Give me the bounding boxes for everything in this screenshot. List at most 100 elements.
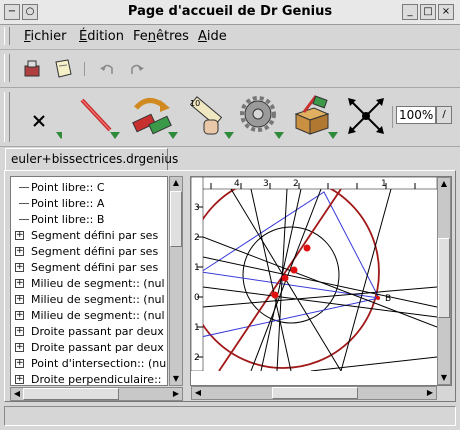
- box-tool-icon: [294, 95, 338, 139]
- scroll-down-icon[interactable]: ▼: [172, 374, 180, 383]
- geometry-canvas[interactable]: 4 3 2 1 3 2 1 0 1 2: [191, 177, 437, 371]
- tree-item[interactable]: + Milieu de segment:: (nul: [15, 293, 165, 306]
- move-tool-button[interactable]: [344, 92, 384, 142]
- document-panel: [4, 170, 456, 402]
- menu-fenetres[interactable]: Fenêtres: [133, 29, 189, 44]
- circumcircle[interactable]: [191, 177, 380, 369]
- scroll-right-icon[interactable]: ▶: [172, 389, 180, 398]
- expander-icon[interactable]: +: [15, 230, 24, 240]
- close-button[interactable]: ×: [438, 4, 454, 20]
- point-label-b: B: [385, 294, 391, 304]
- geometry-point[interactable]: [303, 244, 311, 252]
- ruler-tick: 1: [381, 179, 387, 189]
- ruler-tick: 2: [293, 179, 299, 189]
- move-tool-icon: [348, 98, 384, 134]
- stamp-icon[interactable]: [22, 58, 44, 80]
- tree-item[interactable]: + Segment défini par ses: [15, 245, 159, 258]
- window-menu-button[interactable]: −: [4, 4, 20, 20]
- scroll-thumb[interactable]: [23, 388, 119, 400]
- tree-item[interactable]: + Milieu de segment:: (nul: [15, 309, 165, 322]
- scroll-right-icon[interactable]: ▶: [426, 388, 434, 397]
- scroll-up-icon[interactable]: ▲: [440, 179, 448, 188]
- measure-tool-icon: 10: [189, 96, 234, 139]
- expander-icon[interactable]: +: [15, 342, 24, 352]
- top-ruler: [191, 177, 437, 190]
- ruler-tick: 2: [194, 233, 200, 243]
- point-b-dot[interactable]: [376, 296, 380, 300]
- transform-tool-button[interactable]: [128, 92, 178, 142]
- note-icon[interactable]: [52, 58, 74, 80]
- zoom-dropdown-button[interactable]: /: [436, 106, 452, 124]
- tree-item[interactable]: + Segment défini par ses: [15, 229, 159, 242]
- tree-item[interactable]: Point libre:: C: [11, 180, 167, 196]
- expander-icon[interactable]: +: [15, 278, 24, 288]
- macro-tool-button[interactable]: [236, 92, 284, 142]
- ruler-tick: 1: [194, 263, 200, 273]
- expander-icon[interactable]: +: [15, 294, 24, 304]
- menu-edition[interactable]: Édition: [79, 29, 124, 44]
- scroll-left-icon[interactable]: ◀: [194, 388, 202, 397]
- line-tool-button[interactable]: [74, 92, 120, 142]
- window-shade-button[interactable]: ○: [22, 4, 38, 20]
- triangle-side[interactable]: [201, 297, 380, 338]
- geometry-point[interactable]: [281, 274, 289, 282]
- tree-item[interactable]: + Droite passant par deux: [15, 325, 164, 338]
- tree-item[interactable]: + Droite perpendiculaire::: [15, 373, 162, 386]
- geometry-point[interactable]: [271, 291, 279, 299]
- redo-icon[interactable]: [128, 60, 146, 78]
- euler-line[interactable]: [218, 189, 342, 371]
- triangle[interactable]: [201, 191, 380, 299]
- toolbar-handle[interactable]: [4, 54, 10, 82]
- zoom-input[interactable]: 100%: [396, 106, 436, 124]
- scroll-up-icon[interactable]: ▲: [172, 178, 180, 187]
- tree-item[interactable]: Point libre:: A: [11, 196, 167, 212]
- menubar-handle[interactable]: [4, 27, 10, 45]
- point-tool-button[interactable]: [22, 92, 66, 142]
- scroll-down-icon[interactable]: ▼: [440, 373, 448, 382]
- toolbar-separator: [392, 106, 393, 128]
- ruler-tick: 2: [194, 353, 200, 363]
- point-tool-icon: [33, 115, 66, 139]
- tree-vertical-scrollbar[interactable]: ▲ ▼: [169, 176, 183, 386]
- main-toolbar: [0, 50, 460, 88]
- ruler-tick: 1: [194, 323, 200, 333]
- expander-icon[interactable]: +: [15, 326, 24, 336]
- tools-toolbar: 10: [0, 88, 460, 147]
- ruler-tick: 3: [263, 179, 269, 189]
- undo-icon[interactable]: [98, 60, 116, 78]
- minimize-button[interactable]: _: [402, 4, 418, 20]
- tree-item[interactable]: + Milieu de segment:: (nul: [15, 277, 165, 290]
- geometry-point[interactable]: [290, 266, 298, 274]
- expander-icon[interactable]: +: [15, 310, 24, 320]
- expander-icon[interactable]: +: [15, 246, 24, 256]
- measure-tool-button[interactable]: 10: [184, 92, 234, 142]
- tree-item[interactable]: + Point d'intersection:: (nu: [15, 357, 167, 370]
- object-tree[interactable]: Point libre:: C Point libre:: A Point li…: [10, 176, 168, 386]
- tree-item[interactable]: Point libre:: B: [11, 212, 167, 228]
- tree-horizontal-scrollbar[interactable]: ◀ ▶: [10, 387, 183, 401]
- maximize-button[interactable]: □: [420, 4, 436, 20]
- menu-aide[interactable]: Aide: [198, 29, 227, 44]
- canvas-vertical-scrollbar[interactable]: ▲ ▼: [437, 177, 451, 385]
- macro-gear-icon: [240, 96, 284, 139]
- status-bar: [4, 406, 456, 426]
- scroll-thumb[interactable]: [438, 238, 450, 318]
- scroll-thumb[interactable]: [170, 191, 182, 247]
- tree-item[interactable]: + Segment défini par ses: [15, 261, 159, 274]
- expander-icon[interactable]: +: [15, 358, 24, 368]
- inner-circle[interactable]: [242, 226, 340, 324]
- scroll-left-icon[interactable]: ◀: [13, 389, 21, 398]
- tab-document[interactable]: euler+bissectrices.drgenius: [5, 148, 178, 170]
- scroll-thumb[interactable]: [272, 387, 358, 399]
- tree-item[interactable]: + Droite passant par deux: [15, 341, 164, 354]
- expander-icon[interactable]: +: [15, 262, 24, 272]
- geometry-canvas-frame: 4 3 2 1 3 2 1 0 1 2: [190, 176, 452, 386]
- toolbar-handle[interactable]: [4, 92, 10, 142]
- title-bar[interactable]: − ○ Page d'accueil de Dr Genius _ □ ×: [0, 0, 460, 25]
- svg-text:10: 10: [190, 99, 200, 108]
- canvas-horizontal-scrollbar[interactable]: ◀ ▶: [191, 386, 437, 400]
- expander-icon[interactable]: +: [15, 374, 24, 384]
- box-tool-button[interactable]: [290, 92, 338, 142]
- menu-fichier[interactable]: Fichier: [24, 29, 67, 44]
- left-ruler: [191, 177, 204, 371]
